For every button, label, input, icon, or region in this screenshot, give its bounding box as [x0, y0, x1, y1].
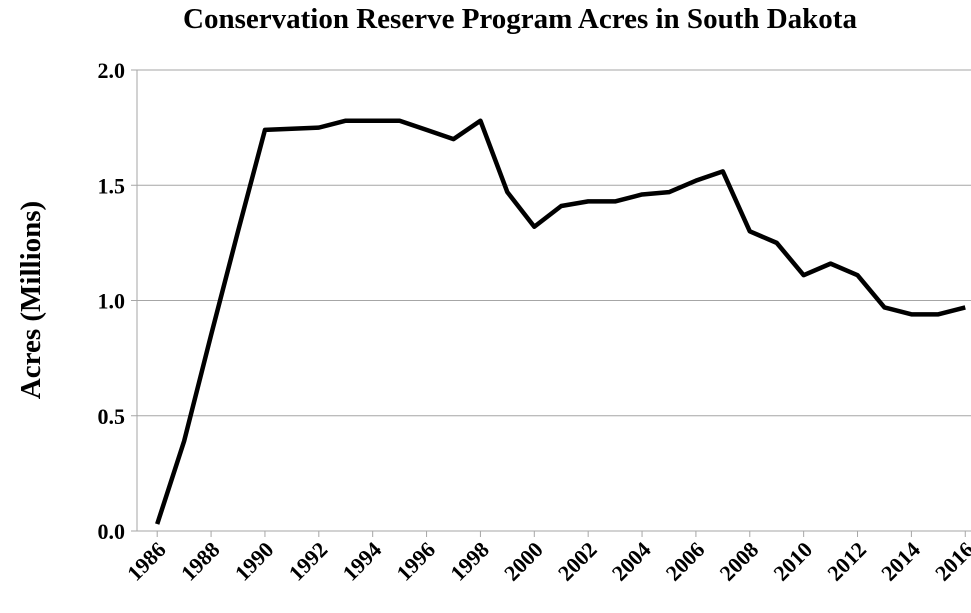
y-tick-label: 0.5 — [98, 404, 126, 429]
x-tick-label: 2004 — [607, 537, 656, 586]
y-tick-label: 0.0 — [98, 519, 126, 544]
x-tick-label: 2008 — [715, 537, 764, 586]
x-tick-label: 2016 — [930, 537, 971, 586]
x-tick-label: 2012 — [822, 537, 871, 586]
x-tick-label: 1996 — [391, 537, 440, 586]
y-tick-label: 2.0 — [98, 58, 126, 83]
x-tick-label: 2000 — [499, 537, 548, 586]
data-line — [155, 118, 966, 525]
x-tick-label: 2010 — [768, 537, 817, 586]
x-tick-label: 1992 — [284, 537, 333, 586]
x-tick-label: 2006 — [661, 537, 710, 586]
x-tick-label: 1994 — [337, 537, 386, 586]
x-tick-label: 2002 — [553, 537, 602, 586]
x-tick-label: 1998 — [445, 537, 494, 586]
x-tick-label: 1990 — [230, 537, 279, 586]
y-tick-label: 1.5 — [98, 173, 126, 198]
chart-title: Conservation Reserve Program Acres in So… — [183, 3, 857, 35]
x-tick-label: 1986 — [122, 537, 171, 586]
x-tick-label: 1988 — [176, 537, 225, 586]
y-tick-label: 1.0 — [98, 289, 126, 314]
y-axis-label: Acres (Millions) — [15, 201, 47, 399]
x-tick-label: 2014 — [876, 537, 925, 586]
